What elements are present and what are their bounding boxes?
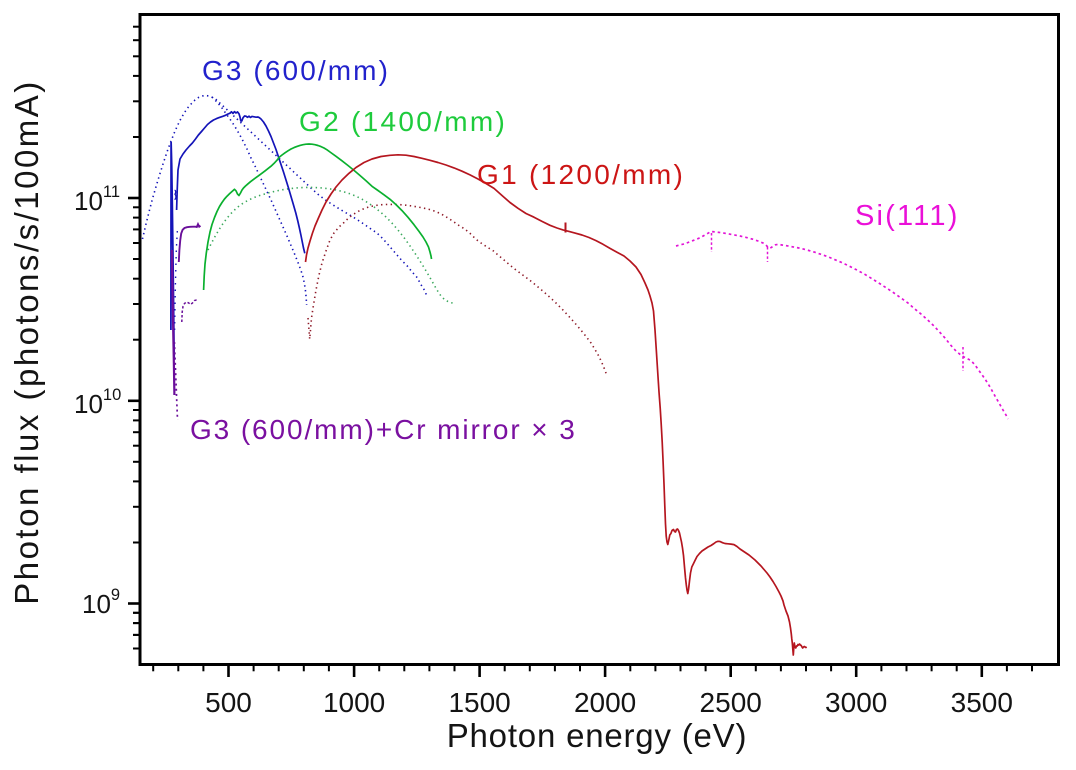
svg-text:3000: 3000 xyxy=(825,687,887,718)
svg-text:1010: 1010 xyxy=(74,386,121,419)
svg-text:1000: 1000 xyxy=(323,687,385,718)
svg-text:3500: 3500 xyxy=(951,687,1013,718)
svg-text:2000: 2000 xyxy=(574,687,636,718)
svg-text:G1 (1200/mm): G1 (1200/mm) xyxy=(477,159,685,190)
svg-text:Photon flux (photons/s/100mA): Photon flux (photons/s/100mA) xyxy=(8,79,45,605)
svg-text:G3 (600/mm): G3 (600/mm) xyxy=(202,55,390,86)
svg-text:1500: 1500 xyxy=(448,687,510,718)
svg-text:500: 500 xyxy=(205,687,252,718)
svg-text:2500: 2500 xyxy=(700,687,762,718)
svg-text:G3 (600/mm)+Cr mirror × 3: G3 (600/mm)+Cr mirror × 3 xyxy=(190,414,577,445)
svg-text:Si(111): Si(111) xyxy=(855,200,960,232)
svg-text:Photon energy (eV): Photon energy (eV) xyxy=(447,717,748,754)
svg-text:G2 (1400/mm): G2 (1400/mm) xyxy=(299,106,507,137)
